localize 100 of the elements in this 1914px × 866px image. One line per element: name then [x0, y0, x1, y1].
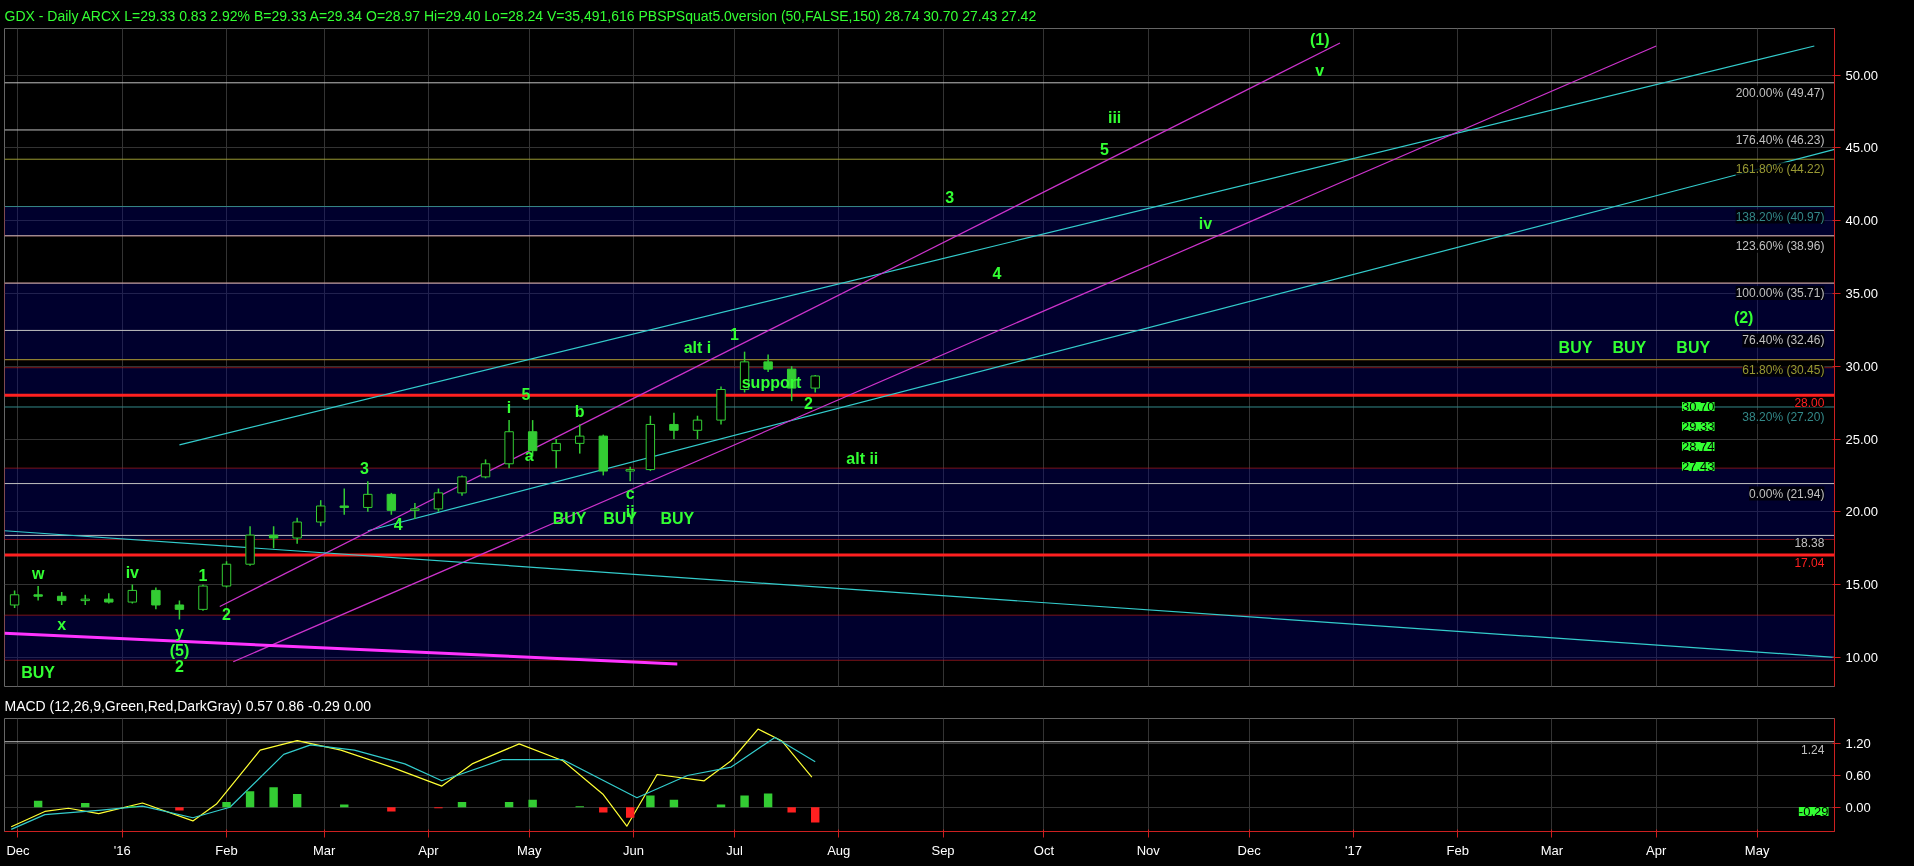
- y-tick-label: 40.00: [1845, 213, 1879, 229]
- annotation: (2): [1733, 309, 1754, 327]
- annotation: (1): [1310, 30, 1330, 48]
- candlestick: [221, 560, 232, 589]
- bar: [740, 795, 749, 808]
- annotation: 27.43: [1681, 459, 1715, 474]
- annotation: -0.29: [1798, 804, 1829, 819]
- y-tick-label: 30.00: [1845, 358, 1879, 374]
- candlestick: [410, 502, 420, 520]
- x-tick-label: '16: [113, 842, 131, 858]
- x-tick-label: Feb: [215, 842, 238, 858]
- annotation: w: [30, 565, 45, 583]
- bar: [269, 787, 278, 808]
- candlestick: [386, 492, 397, 516]
- candlestick: [80, 594, 90, 606]
- annotation: 1: [198, 566, 208, 584]
- ref-line-label: 176.40% (46.23): [1735, 132, 1825, 147]
- x-tick-label: Nov: [1136, 842, 1161, 858]
- bar: [33, 800, 43, 808]
- annotation: alt ii: [846, 450, 879, 468]
- candlestick: [316, 499, 326, 528]
- candlestick: [433, 487, 444, 513]
- annotation: 30.70: [1681, 399, 1715, 414]
- x-tick-label: Sep: [931, 842, 955, 858]
- chart-title: MACD (12,26,9,Green,Red,DarkGray) 0.57 0.86 -0.29 0.00: [4, 697, 372, 714]
- bar: [222, 801, 231, 808]
- bar: [245, 791, 255, 808]
- annotation: alt i: [683, 338, 712, 356]
- candlestick: [339, 487, 349, 516]
- y-tick-label: 0.00: [1845, 799, 1871, 815]
- candlestick: [457, 474, 467, 497]
- ref-line-label: 76.40% (32.46): [1742, 333, 1825, 348]
- annotation: BUY: [21, 664, 56, 682]
- x-tick-label: Apr: [418, 842, 440, 858]
- candlestick: [174, 599, 185, 621]
- x-tick-label: May: [517, 842, 543, 858]
- candlestick: [692, 414, 703, 440]
- bar: [763, 793, 773, 808]
- x-tick-label: Dec: [6, 842, 31, 858]
- annotation: y: [174, 623, 184, 641]
- candlestick: [151, 586, 161, 611]
- candlestick: [198, 583, 208, 612]
- annotation: x: [57, 616, 67, 634]
- ref-line-label: 1.24: [1801, 742, 1825, 757]
- ref-line-label: 38.20% (27.20): [1742, 410, 1825, 424]
- annotation: iv: [125, 563, 140, 581]
- y-tick-label: 35.00: [1845, 285, 1879, 301]
- bar: [528, 799, 537, 808]
- ref-line-label: 100.00% (35.71): [1735, 286, 1825, 301]
- annotation: 3: [360, 460, 369, 478]
- annotation: 2: [174, 657, 184, 675]
- candlestick: [268, 525, 279, 549]
- annotation: 4: [992, 265, 1002, 283]
- annotation: 1: [730, 326, 740, 344]
- y-tick-label: 20.00: [1845, 504, 1879, 520]
- x-tick-label: Dec: [1237, 842, 1262, 858]
- candlestick: [33, 585, 43, 602]
- y-tick-label: 45.00: [1845, 140, 1879, 156]
- annotation: 3: [945, 188, 955, 206]
- y-tick-label: 0.60: [1845, 768, 1871, 784]
- bar: [599, 807, 608, 813]
- x-tick-label: Feb: [1446, 842, 1469, 858]
- annotation: b: [574, 403, 585, 421]
- bar: [669, 799, 679, 808]
- x-tick-label: Jul: [726, 842, 743, 858]
- x-tick-label: Mar: [1540, 842, 1564, 858]
- bar: [457, 801, 467, 808]
- ref-line-label: 17.04: [1794, 555, 1825, 570]
- annotation: iv: [1198, 214, 1213, 232]
- y-tick-label: 50.00: [1845, 67, 1879, 83]
- annotation: iii: [1107, 108, 1122, 126]
- annotation: BUY: [1612, 338, 1647, 356]
- candlestick: [292, 516, 302, 545]
- annotation: 2: [222, 605, 232, 623]
- bar: [811, 807, 820, 823]
- chart-title: GDX - Daily ARCX L=29.33 0.83 2.92% B=29.33 A=29.34 O=28.97 Hi=29.40 Lo=28.24 V=35,491,616 PBSPSquat5.0version (50,FALSE,150) 28.74 30.70 27.43 27.42: [4, 7, 1037, 24]
- bar: [292, 794, 302, 808]
- y-tick-label: 15.00: [1845, 577, 1879, 593]
- bar: [175, 807, 184, 811]
- x-tick-label: Apr: [1646, 842, 1667, 858]
- annotation: i: [506, 399, 512, 417]
- annotation: a: [524, 447, 534, 465]
- candlestick: [104, 592, 114, 605]
- candlestick: [127, 583, 138, 605]
- candlestick: [551, 438, 561, 469]
- ref-line-label: 28.00: [1794, 396, 1825, 411]
- candlestick: [575, 423, 585, 455]
- y-tick-label: 10.00: [1845, 649, 1879, 665]
- annotation: 28.74: [1681, 439, 1715, 454]
- annotation: v: [1315, 61, 1325, 79]
- annotation: 2: [804, 394, 814, 412]
- ref-line-label: 0.00% (21.94): [1749, 486, 1825, 501]
- candlestick: [363, 480, 373, 513]
- ref-line-label: 18.38: [1794, 536, 1825, 551]
- y-tick-label: 25.00: [1845, 431, 1879, 447]
- x-tick-label: May: [1744, 842, 1770, 858]
- x-tick-label: Mar: [312, 842, 336, 858]
- bar: [646, 795, 655, 808]
- ref-line-label: 161.80% (44.22): [1735, 162, 1825, 177]
- y-tick-label: 1.20: [1845, 736, 1871, 752]
